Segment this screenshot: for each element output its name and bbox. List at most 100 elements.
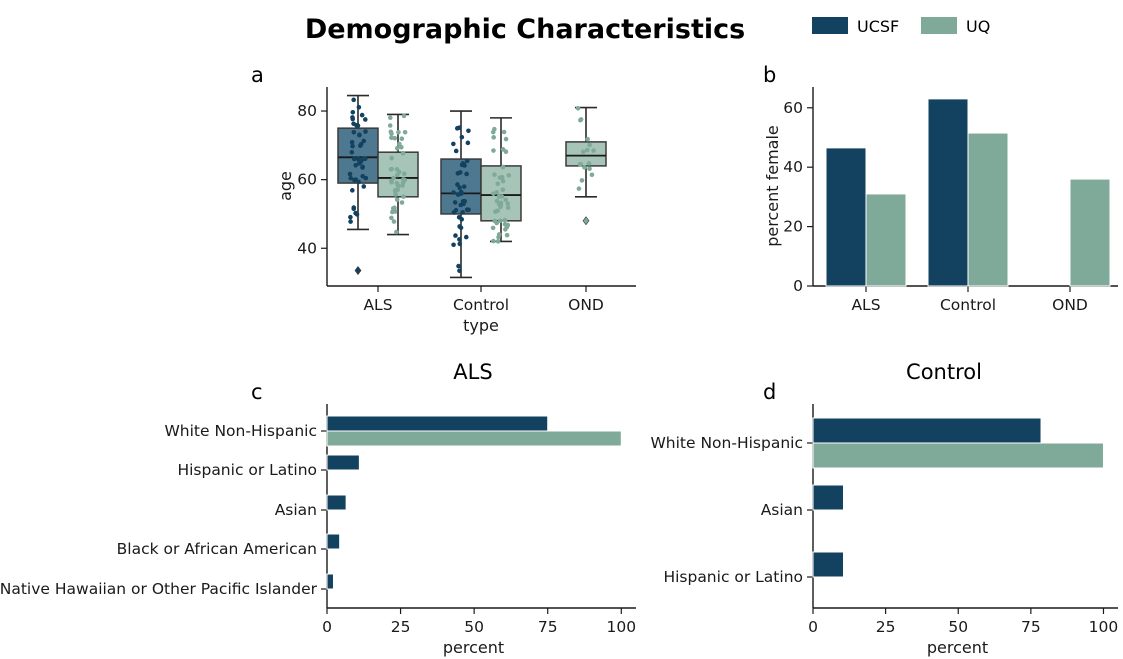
panel-a-uq-control-point [503, 149, 509, 155]
panel-a-ucsf-als-point [360, 173, 365, 179]
panel-b-xtick-label-als: ALS [851, 296, 880, 314]
panel-a-ucsf-control-point [457, 237, 462, 242]
panel-a-uq-control-point [491, 238, 496, 244]
panel-a-ucsf-als-point [348, 214, 353, 220]
panel-d-ytick-label-hispanic-or-latino: Hispanic or Latino [663, 568, 803, 586]
panel-a-ucsf-als-point [361, 184, 367, 189]
panel-d-xtick-label-50: 50 [948, 618, 968, 636]
panel-b-bar-uq-ond [1069, 178, 1111, 287]
panel-a-ytick-label-40: 40 [297, 239, 317, 257]
panel-a-uq-control-point [491, 148, 496, 153]
panel-c-ytick-label-white-non-hispanic: White Non-Hispanic [164, 422, 317, 440]
legend-label-ucsf: UCSF [857, 17, 899, 36]
panel-c-xtick-label-100: 100 [606, 618, 636, 636]
panel-a-ucsf-control-point [457, 224, 462, 229]
panel-a-ucsf-als-point [360, 164, 365, 170]
panel-a-uq-control-point [495, 239, 501, 244]
panel-a-ucsf-control-point [455, 182, 460, 187]
panel-a-ucsf-control-point [458, 202, 464, 208]
panel-a-uq-control-point [493, 209, 498, 214]
panel-c-xtick-label-50: 50 [464, 618, 484, 636]
legend: UCSF UQ [812, 17, 990, 36]
panel-d-bar-ucsf-asian [812, 484, 844, 511]
panel-a-ucsf-control-point [456, 263, 461, 269]
panel-a-uq-ond-point [580, 149, 586, 155]
panel-a-uq-als-point [401, 113, 407, 119]
panel-d-bar-ucsf-hispanic-or-latino [812, 551, 844, 578]
panel-a-uq-control-point [500, 187, 506, 193]
panel-b-ytick-label-40: 40 [783, 158, 803, 176]
panel-d-xtick-label-75: 75 [1021, 618, 1041, 636]
panel-a-uq-als-point [389, 179, 394, 185]
panel-c-xtick-label-0: 0 [322, 618, 332, 636]
panel-a-ucsf-control-point [466, 207, 471, 213]
panel-a-uq-als-point [401, 194, 406, 199]
panel-a-uq-als-point [389, 135, 394, 140]
panel-a-uq-ond-point [576, 186, 582, 191]
panel-d-xlabel: percent [927, 638, 988, 657]
panel-a-ucsf-als-point [350, 109, 356, 115]
panel-a-ucsf-als-point [348, 175, 354, 181]
panel-a-uq-als-point [389, 209, 395, 215]
panel-a-uq-als-point [400, 150, 406, 156]
panel-a-uq-ond-point [591, 148, 596, 153]
panel-a-uq-control-point [490, 129, 496, 135]
panel-a-ucsf-control-point [465, 140, 471, 146]
panel-a: a 40 60 80 ALS Control OND type age [251, 63, 636, 335]
panel-b-ytick-label-60: 60 [783, 99, 803, 117]
panel-d-title: Control [906, 360, 982, 384]
panel-a-ucsf-als-point [363, 129, 368, 134]
panel-a-uq-als-point [389, 215, 394, 221]
panel-a-uq-als-point [388, 167, 394, 172]
panel-a-ucsf-control-point [460, 210, 465, 215]
panel-a-ucsf-control-point [464, 171, 469, 177]
panel-c-xtick-label-75: 75 [538, 618, 558, 636]
panel-a-uq-control-point [496, 234, 501, 240]
panel-a-ucsf-als-point [353, 177, 358, 182]
panel-a-ucsf-als-point [357, 132, 362, 138]
panel-a-ucsf-als-point [351, 97, 356, 103]
panel-a-uq-control-point [501, 129, 507, 135]
panel-d-xtick-label-100: 100 [1089, 618, 1119, 636]
panel-a-uq-als-point [397, 141, 402, 147]
panel-a-ylabel: age [276, 171, 295, 201]
panel-a-ucsf-control-point [451, 190, 456, 195]
panel-a-ucsf-control-point [457, 241, 463, 247]
panel-a-ucsf-control-point [458, 189, 464, 195]
panel-a-uq-control-point [500, 178, 506, 184]
panel-a-uq-ond-point [587, 142, 592, 148]
panel-a-uq-control-point [503, 227, 508, 232]
panel-a-uq-ond-point [589, 172, 595, 178]
panel-a-uq-control-point [502, 217, 508, 223]
panel-a-uq-als-point [400, 183, 405, 188]
panel-c-ytick-label-hispanic-or-latino: Hispanic or Latino [177, 461, 317, 479]
panel-a-uq-control-point [494, 198, 500, 204]
panel-a-uq-control-point [503, 197, 508, 203]
panel-a-ucsf-control-point [451, 242, 456, 248]
panel-c-bar-ucsf-asian [326, 494, 347, 511]
panel-a-ucsf-control-point [457, 268, 462, 274]
panel-c-xtick-label-25: 25 [391, 618, 411, 636]
panel-a-uq-als-point [390, 206, 396, 211]
panel-c-ytick-label-black-or-african-american: Black or African American [117, 540, 317, 558]
panel-a-ucsf-control-point [451, 210, 457, 215]
panel-a-uq-als-point [388, 115, 393, 121]
panel-a-ucsf-control-point [456, 214, 462, 220]
panel-a-ucsf-als-point [354, 212, 360, 217]
panel-a-uq-control-point [505, 201, 511, 207]
panel-a-ucsf-control-point [466, 128, 471, 134]
panel-a-ytick-label-80: 80 [297, 102, 317, 120]
legend-swatch-uq [921, 17, 957, 34]
panel-a-uq-control-box [480, 165, 522, 222]
panel-b-bar-uq-control [967, 132, 1009, 287]
panel-a-ucsf-als-point [353, 163, 359, 168]
panel-b: b 0 20 40 60 ALS Control OND percent female [763, 63, 1118, 314]
panel-a-uq-als-point [394, 145, 400, 151]
panel-a-ucsf-control-point [460, 161, 466, 166]
panel-a-uq-als-point [394, 197, 400, 202]
panel-c-bar-ucsf-white-non-hispanic [326, 415, 549, 432]
panel-a-ucsf-control-point [464, 158, 470, 164]
panel-a-uq-als-point [391, 219, 397, 224]
panel-a-uq-control-point [503, 136, 509, 142]
panel-a-ucsf-control-point [461, 184, 467, 189]
